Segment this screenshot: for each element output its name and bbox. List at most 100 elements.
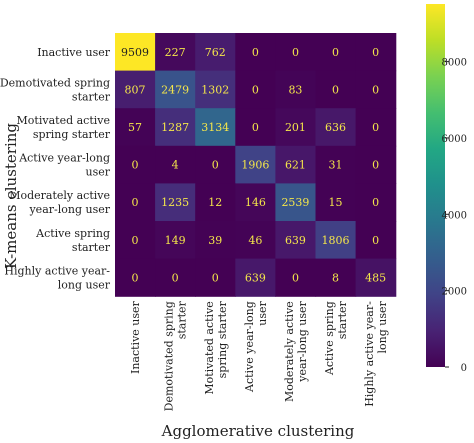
heatmap-cell-0-4 (275, 33, 317, 72)
heatmap-cell-2-5 (315, 108, 357, 147)
cell-value-4-0: 0 (132, 196, 139, 209)
cell-value-4-6: 0 (372, 196, 379, 209)
heatmap-cell-3-2 (195, 145, 236, 184)
cell-value-3-6: 0 (372, 159, 379, 172)
cell-value-2-3: 0 (252, 121, 259, 134)
x-tick-label-5: Active springstarter (323, 300, 349, 376)
cell-value-0-0: 9509 (121, 46, 149, 59)
heatmap-cell-1-0 (115, 70, 156, 109)
x-tick-label-6: Highly active year-long user (363, 300, 389, 406)
x-tick-label-0: Inactive user (129, 300, 142, 374)
heatmap-cell-1-2 (195, 70, 236, 109)
heatmap-cell-2-0 (115, 108, 156, 147)
heatmap-cell-0-5 (315, 33, 357, 72)
heatmap-cell-2-2 (195, 108, 236, 147)
heatmap-cell-1-6 (355, 70, 397, 109)
x-tick-labels: Inactive user Demotivated springstarter Mo… (129, 300, 389, 411)
cell-value-5-2: 39 (208, 234, 222, 247)
x-axis-label: Agglomerative clustering (161, 422, 355, 440)
heatmap-cell-1-1 (155, 70, 196, 109)
cell-value-5-6: 0 (372, 234, 379, 247)
colorbar (426, 4, 445, 367)
cell-value-6-0: 0 (132, 271, 139, 284)
heatmap-cell-6-0 (115, 258, 156, 297)
heatmap-cell-5-4 (275, 221, 317, 260)
heatmap-cell-4-5 (315, 183, 357, 222)
heatmap-cell-4-6 (355, 183, 397, 222)
cell-value-4-3: 146 (245, 196, 266, 209)
cell-value-4-4: 2539 (281, 196, 309, 209)
y-tick-label-6: Highly active year-long user (4, 264, 110, 291)
heatmap-cell-1-5 (315, 70, 357, 109)
heatmap-cell-4-4 (275, 183, 317, 222)
y-tick-label-5: Active spring starter (35, 227, 111, 254)
heatmap-cell-0-0 (115, 33, 156, 72)
cell-value-5-4: 639 (285, 234, 306, 247)
cell-value-6-2: 0 (212, 271, 219, 284)
cell-value-0-5: 0 (332, 46, 339, 59)
heatmap-cell-2-1 (155, 108, 196, 147)
heatmap-cell-2-3 (235, 108, 276, 147)
heatmap-cell-6-5 (315, 258, 357, 297)
colorbar-tick-label-2: 4000 (442, 210, 467, 221)
heatmap-cell-4-0 (115, 183, 156, 222)
cell-value-5-1: 149 (165, 234, 186, 247)
cell-value-0-2: 762 (205, 46, 226, 59)
heatmap-cell-0-3 (235, 33, 276, 72)
cell-value-1-5: 0 (332, 83, 339, 96)
y-tick-label-3: Active year-long user (18, 152, 111, 179)
heatmap-cell-3-0 (115, 145, 156, 184)
cell-value-1-0: 807 (125, 83, 146, 96)
x-tick-label-3: Active year-longuser (243, 300, 269, 393)
cell-value-3-2: 0 (212, 159, 219, 172)
colorbar-tick-label-3: 6000 (442, 134, 467, 145)
cell-value-5-5: 1806 (322, 234, 350, 247)
heatmap-cell-3-6 (355, 145, 397, 184)
heatmap-cell-1-4 (275, 70, 317, 109)
heatmap-cell-4-1 (155, 183, 196, 222)
y-tick-label-1: Demotivated spring starter (0, 76, 111, 103)
heatmap-cell-5-2 (195, 221, 236, 260)
heatmap-cell-4-2 (195, 183, 236, 222)
cell-value-6-4: 0 (292, 271, 299, 284)
cell-value-2-2: 3134 (201, 121, 229, 134)
heatmap-cell-2-6 (355, 108, 397, 147)
cell-value-0-4: 0 (292, 46, 299, 59)
heatmap-cells (115, 33, 397, 297)
cell-value-labels: 9509 227 762 0 0 0 0 807 2479 1302 0 83 0 0 57 1287 3134… (121, 46, 386, 285)
heatmap-cell-6-1 (155, 258, 196, 297)
heatmap-cell-5-3 (235, 221, 276, 260)
heatmap-cell-5-1 (155, 221, 196, 260)
heatmap-cell-3-1 (155, 145, 196, 184)
cell-value-1-3: 0 (252, 83, 259, 96)
heatmap-cell-1-3 (235, 70, 276, 109)
cell-value-3-5: 31 (329, 159, 343, 172)
cell-value-1-2: 1302 (201, 83, 229, 96)
heatmap-cell-3-5 (315, 145, 357, 184)
heatmap-cell-3-3 (235, 145, 276, 184)
x-tick-label-2: Motivated activespring starter (203, 300, 229, 394)
colorbar-tick-label-4: 8000 (442, 58, 467, 69)
heatmap-cell-6-4 (275, 258, 317, 297)
cell-value-6-1: 0 (172, 271, 179, 284)
cell-value-1-4: 83 (288, 83, 302, 96)
cell-value-0-6: 0 (372, 46, 379, 59)
cell-value-1-6: 0 (372, 83, 379, 96)
cell-value-6-5: 8 (332, 271, 339, 284)
colorbar-tick-label-0: 0 (461, 363, 467, 374)
heatmap-cell-0-6 (355, 33, 397, 72)
cell-value-2-1: 1287 (161, 121, 189, 134)
cell-value-1-1: 2479 (161, 83, 189, 96)
cell-value-2-0: 57 (128, 121, 142, 134)
cell-value-4-5: 15 (329, 196, 343, 209)
cell-value-3-4: 621 (285, 159, 306, 172)
heatmap-cell-5-5 (315, 221, 357, 260)
y-tick-label-0: Inactive user (37, 46, 111, 59)
cell-value-5-3: 46 (248, 234, 262, 247)
y-tick-labels: Inactive user Demotivated spring starter Mo… (0, 46, 111, 292)
heatmap-cell-4-3 (235, 183, 276, 222)
y-tick-label-4: Moderately active year-long user (9, 189, 111, 216)
x-tick-label-4: Moderately activeyear-long user (283, 300, 309, 402)
y-tick-label-2: Motivated active spring starter (17, 114, 111, 141)
